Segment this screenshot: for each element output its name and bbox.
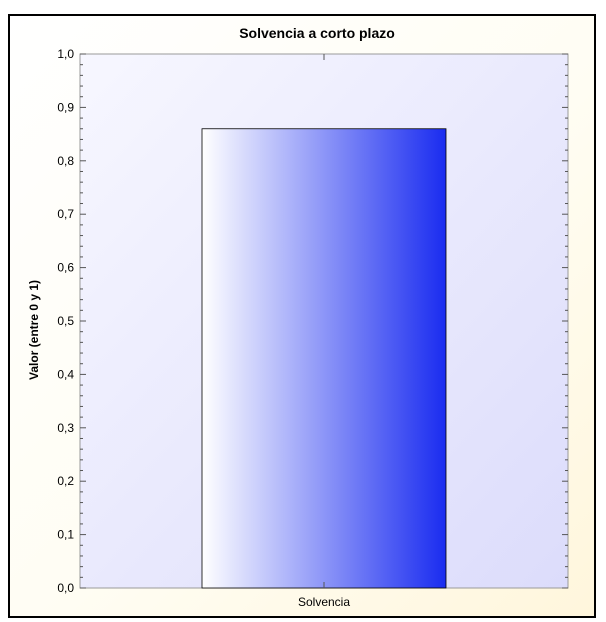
x-axis-labels: Solvencia	[298, 54, 350, 609]
chart-canvas: Solvencia a corto plazo Valor (entre 0 y…	[27, 25, 569, 609]
y-axis-labels: 0,0 0,1 0,2 0,3 0,4 0,5 0,6 0,7 0,8 0,9 1,0	[57, 47, 74, 595]
y-tick-label: 0,0	[57, 581, 74, 595]
y-tick-label: 0,9	[57, 100, 74, 114]
y-tick-label: 1,0	[57, 47, 74, 61]
y-tick-label: 0,8	[57, 154, 74, 168]
y-tick-label: 0,2	[57, 474, 74, 488]
y-tick-label: 0,7	[57, 207, 74, 221]
y-tick-label: 0,4	[57, 367, 74, 381]
y-tick-label: 0,5	[57, 314, 74, 328]
chart-frame: Solvencia a corto plazo Valor (entre 0 y…	[8, 14, 596, 618]
bar-series	[201, 128, 447, 589]
y-axis-ticks	[80, 53, 568, 589]
y-axis-title: Valor (entre 0 y 1)	[27, 280, 41, 380]
y-tick-label: 0,6	[57, 261, 74, 275]
y-tick-label: 0,1	[57, 528, 74, 542]
y-tick-label: 0,3	[57, 421, 74, 435]
x-tick-label: Solvencia	[298, 595, 350, 609]
chart-title: Solvencia a corto plazo	[239, 25, 395, 41]
bar-solvencia	[201, 128, 447, 589]
